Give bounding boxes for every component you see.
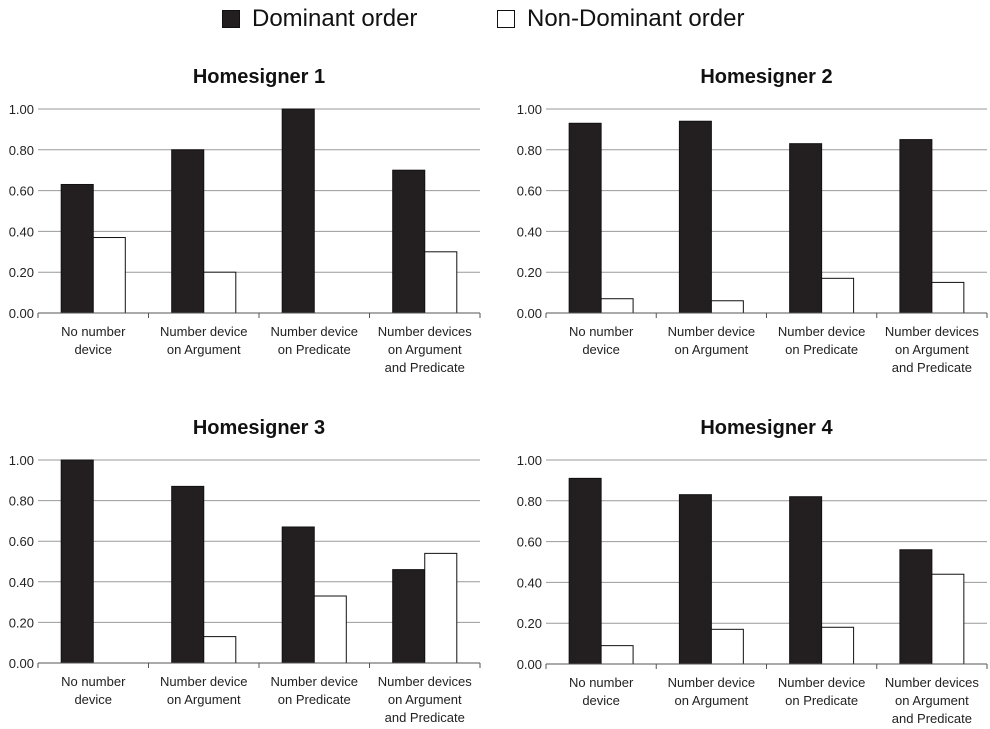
- bar-dominant: [392, 569, 426, 664]
- bar-dominant: [281, 526, 315, 664]
- bar-nondominant: [710, 300, 744, 314]
- bar-nondominant: [821, 277, 855, 314]
- legend-swatch-dominant: [222, 10, 240, 28]
- bar-nondominant: [203, 271, 237, 314]
- chart-title: Homesigner 1: [193, 66, 325, 88]
- y-tick-label: 0.00: [517, 306, 542, 321]
- legend: Dominant order Non-Dominant order: [0, 4, 990, 34]
- y-tick-label: 0.20: [517, 265, 542, 280]
- y-tick-label: 0.40: [517, 575, 542, 590]
- bar-nondominant: [313, 595, 347, 664]
- bar-dominant: [899, 549, 933, 665]
- y-tick-label: 0.80: [9, 143, 34, 158]
- bar-nondominant: [821, 626, 855, 665]
- y-tick-label: 0.20: [9, 265, 34, 280]
- y-tick-label: 0.40: [9, 575, 34, 590]
- x-category-label: Number devices on Argument and Predicate: [885, 675, 979, 726]
- bar-dominant: [392, 169, 426, 314]
- x-category-label: Number device on Argument: [668, 324, 755, 357]
- bar-nondominant: [424, 552, 458, 664]
- chart-panel-1: Homesigner 1 0.00 0.20 0.40 0.60 0.80 1.00 No n…: [9, 66, 481, 375]
- bar-nondominant: [600, 645, 634, 665]
- y-tick-label: 1.00: [9, 453, 34, 468]
- x-category-label: No number device: [61, 674, 126, 707]
- y-tick-label: 0.00: [517, 657, 542, 672]
- bar-dominant: [899, 139, 933, 314]
- y-tick-label: 0.80: [9, 494, 34, 509]
- x-category-label: Number device on Argument: [160, 674, 247, 707]
- bar-dominant: [60, 459, 94, 664]
- x-category-label: No number device: [569, 675, 634, 708]
- y-tick-label: 0.40: [9, 224, 34, 239]
- bar-dominant: [678, 494, 712, 665]
- chart-panel-2: Homesigner 2 0.00 0.20 0.40 0.60 0.80 1.00 No n…: [517, 66, 988, 375]
- bar-nondominant: [931, 281, 965, 314]
- legend-swatch-nondominant: [497, 10, 515, 28]
- bar-dominant: [171, 149, 205, 314]
- x-category-label: No number device: [569, 324, 634, 357]
- chart-panel-4: Homesigner 4 0.00 0.20 0.40 0.60 0.80 1.00 No n…: [517, 417, 988, 726]
- bar-dominant: [568, 477, 602, 665]
- y-tick-label: 0.80: [517, 494, 542, 509]
- bar-dominant: [789, 496, 823, 665]
- bar-dominant: [789, 143, 823, 314]
- y-tick-label: 1.00: [517, 453, 542, 468]
- x-category-label: Number devices on Argument and Predicate: [378, 324, 472, 375]
- x-category-label: No number device: [61, 324, 126, 357]
- legend-label-dominant: Dominant order: [252, 5, 418, 32]
- y-tick-label: 0.60: [9, 184, 34, 199]
- y-tick-label: 0.20: [9, 615, 34, 630]
- y-tick-label: 0.20: [517, 616, 542, 631]
- legend-label-nondominant: Non-Dominant order: [527, 5, 745, 32]
- y-tick-label: 0.00: [9, 656, 34, 671]
- y-tick-label: 0.00: [9, 306, 34, 321]
- bar-nondominant: [710, 628, 744, 665]
- x-category-label: Number devices on Argument and Predicate: [378, 674, 472, 725]
- y-tick-label: 1.00: [517, 102, 542, 117]
- bar-dominant: [678, 120, 712, 314]
- legend-item-dominant: Dominant order: [222, 4, 417, 34]
- x-category-label: Number device on Predicate: [271, 674, 358, 707]
- bar-nondominant: [931, 573, 965, 665]
- x-category-label: Number device on Argument: [160, 324, 247, 357]
- chart-title: Homesigner 4: [700, 417, 833, 439]
- bar-nondominant: [600, 298, 634, 314]
- chart-title: Homesigner 2: [700, 66, 832, 88]
- chart-panel-3: Homesigner 3 0.00 0.20 0.40 0.60 0.80 1.00 No n…: [9, 417, 481, 725]
- bar-nondominant: [424, 251, 458, 314]
- legend-item-nondominant: Non-Dominant order: [497, 4, 744, 34]
- y-tick-label: 0.80: [517, 143, 542, 158]
- y-tick-label: 0.60: [517, 535, 542, 550]
- bar-dominant: [568, 122, 602, 314]
- x-category-label: Number device on Predicate: [778, 675, 865, 708]
- x-category-label: Number device on Predicate: [271, 324, 358, 357]
- bar-nondominant: [203, 636, 237, 664]
- y-tick-label: 0.60: [517, 184, 542, 199]
- bar-dominant: [171, 485, 205, 664]
- y-tick-label: 1.00: [9, 102, 34, 117]
- chart-title: Homesigner 3: [193, 417, 325, 439]
- x-category-label: Number device on Predicate: [778, 324, 865, 357]
- y-tick-label: 0.40: [517, 224, 542, 239]
- x-category-label: Number device on Argument: [668, 675, 755, 708]
- bar-dominant: [60, 183, 94, 314]
- bar-dominant: [281, 108, 315, 314]
- x-category-label: Number devices on Argument and Predicate: [885, 324, 979, 375]
- bar-nondominant: [92, 237, 126, 314]
- y-tick-label: 0.60: [9, 534, 34, 549]
